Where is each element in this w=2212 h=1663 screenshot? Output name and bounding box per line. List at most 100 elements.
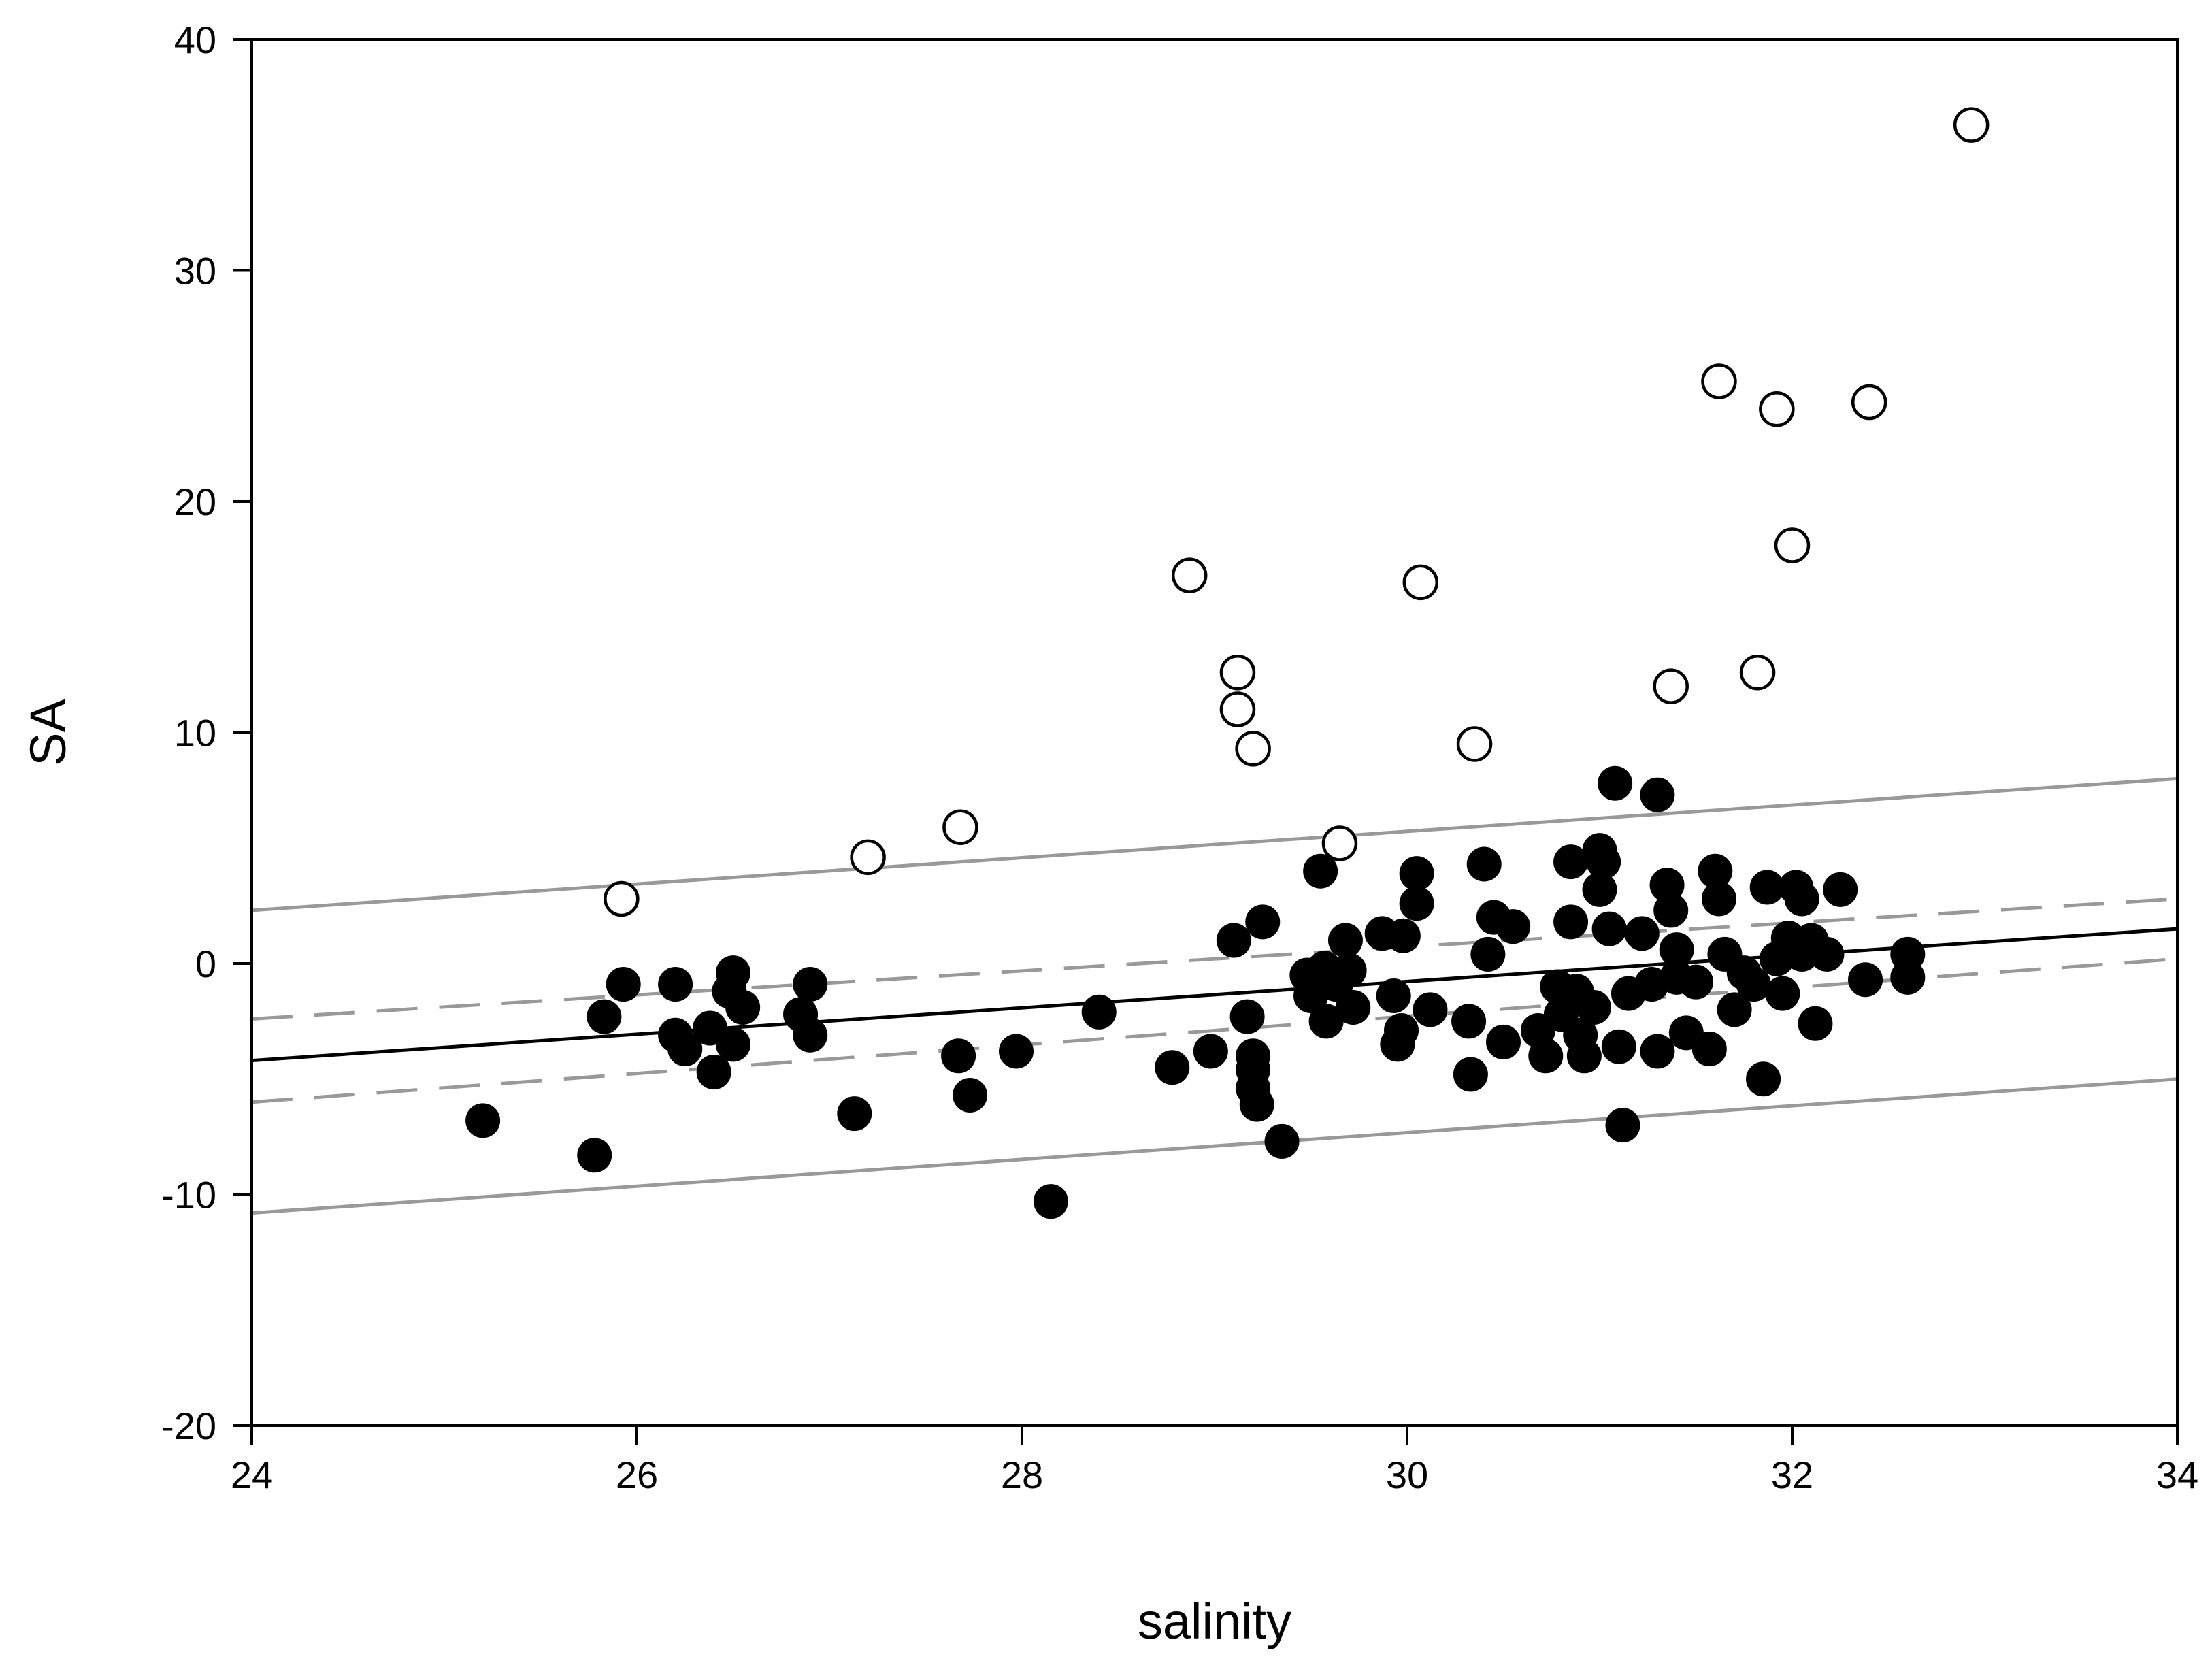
data-point-filled [725,990,761,1025]
data-point-filled [1528,1038,1564,1074]
data-point-open [1701,363,1737,399]
data-point-filled [1453,1057,1488,1092]
y-tick-label: 10 [174,712,216,755]
data-point-filled [696,1055,731,1090]
y-tick-label: -20 [161,1404,216,1447]
data-point-filled [1033,1184,1068,1219]
data-point-open [1774,527,1811,563]
data-point-filled [1336,990,1371,1025]
data-point-filled [1193,1034,1228,1069]
data-point-filled [1229,999,1265,1034]
data-point-filled [1653,893,1689,928]
data-point-open [942,809,978,845]
x-tick-label: 24 [231,1453,273,1496]
data-point-filled [1327,923,1363,958]
data-point-filled [716,955,750,991]
regression-line [252,927,2177,1063]
data-point-filled [1466,846,1502,882]
y-tick-label: -10 [161,1174,216,1217]
data-point-filled [1823,872,1858,907]
data-point-filled [1784,881,1819,917]
data-point-filled [1553,904,1589,940]
confidence-upper-line [252,897,2177,1021]
y-tick-label: 0 [195,942,216,985]
data-point-filled [1598,765,1633,801]
data-point-filled [1451,1004,1487,1039]
data-point-open [1402,564,1439,601]
data-point-filled [1384,1012,1419,1048]
plot-frame [250,38,2179,1427]
data-point-filled [1308,1004,1344,1039]
data-point-filled [1691,1032,1727,1067]
data-point-filled [1765,976,1800,1011]
data-point-filled [1239,1087,1274,1122]
data-point-open [1739,654,1776,691]
data-point-open [604,880,640,917]
data-point-open [1235,731,1271,767]
confidence-lower-line [252,957,2177,1104]
data-point-filled [1591,911,1627,946]
data-point-open [1219,654,1256,691]
y-tick-label: 30 [174,250,216,293]
data-point-filled [1245,904,1281,940]
data-point-open [1653,668,1689,704]
data-point-open [1171,557,1208,593]
data-point-filled [606,967,641,1002]
x-axis-ticks: 24 26 28 30 32 34 [231,1426,2198,1496]
y-tick-label: 40 [174,18,216,61]
data-point-filled [1746,1061,1781,1097]
y-axis-ticks: -20 -10 0 10 20 30 40 [161,18,252,1447]
fit-lines [252,776,2177,1215]
data-point-filled [1749,870,1785,905]
data-point-filled [1385,918,1421,953]
data-point-filled [1399,856,1434,891]
data-point-filled [1081,994,1117,1030]
data-point-filled [1798,1006,1833,1041]
x-tick-label: 34 [2156,1453,2198,1496]
data-point-filled [1809,936,1845,972]
data-point-open [1456,726,1493,762]
data-point-filled [1848,962,1883,998]
prediction-lower-line [252,1077,2177,1215]
data-point-filled [1216,923,1251,958]
data-point-filled [1413,992,1448,1027]
prediction-upper-line [252,776,2177,912]
data-point-open [1759,391,1795,427]
data-point-filled [1303,853,1338,889]
data-point-open [1953,107,1990,143]
data-point-filled [953,1078,988,1113]
data-point-filled [837,1096,872,1132]
data-point-filled [577,1138,612,1173]
y-tick-label: 20 [174,480,216,523]
data-point-filled [1640,777,1675,812]
data-point-filled [1332,953,1367,988]
data-point-open [1219,691,1256,727]
x-axis-label: salinity [1138,1593,1291,1649]
x-tick-label: 30 [1386,1453,1428,1496]
data-point-filled [587,999,622,1034]
data-point-filled [1601,1029,1636,1064]
data-point-filled [1736,967,1771,1002]
data-point-filled [1586,844,1621,880]
data-point-filled [1496,909,1531,944]
data-point-filled [1376,978,1411,1014]
data-point-filled [793,967,828,1002]
data-point-filled [1399,886,1434,921]
x-tick-label: 28 [1001,1453,1043,1496]
data-point-filled [1577,990,1612,1025]
data-point-filled [1155,1050,1190,1085]
data-point-filled [1470,936,1506,972]
data-point-filled [1605,1108,1640,1143]
data-point-filled [941,1038,976,1074]
data-point-filled [465,1103,501,1138]
data-point-filled [793,1017,828,1053]
data-point-filled [1890,959,1926,995]
data-point-filled [1624,916,1660,951]
data-point-filled [716,1027,750,1062]
data-point-filled [1701,881,1736,917]
data-point-open [1321,825,1358,861]
x-tick-label: 26 [616,1453,658,1496]
data-point-filled [1264,1123,1300,1159]
data-point-open [1851,384,1887,421]
